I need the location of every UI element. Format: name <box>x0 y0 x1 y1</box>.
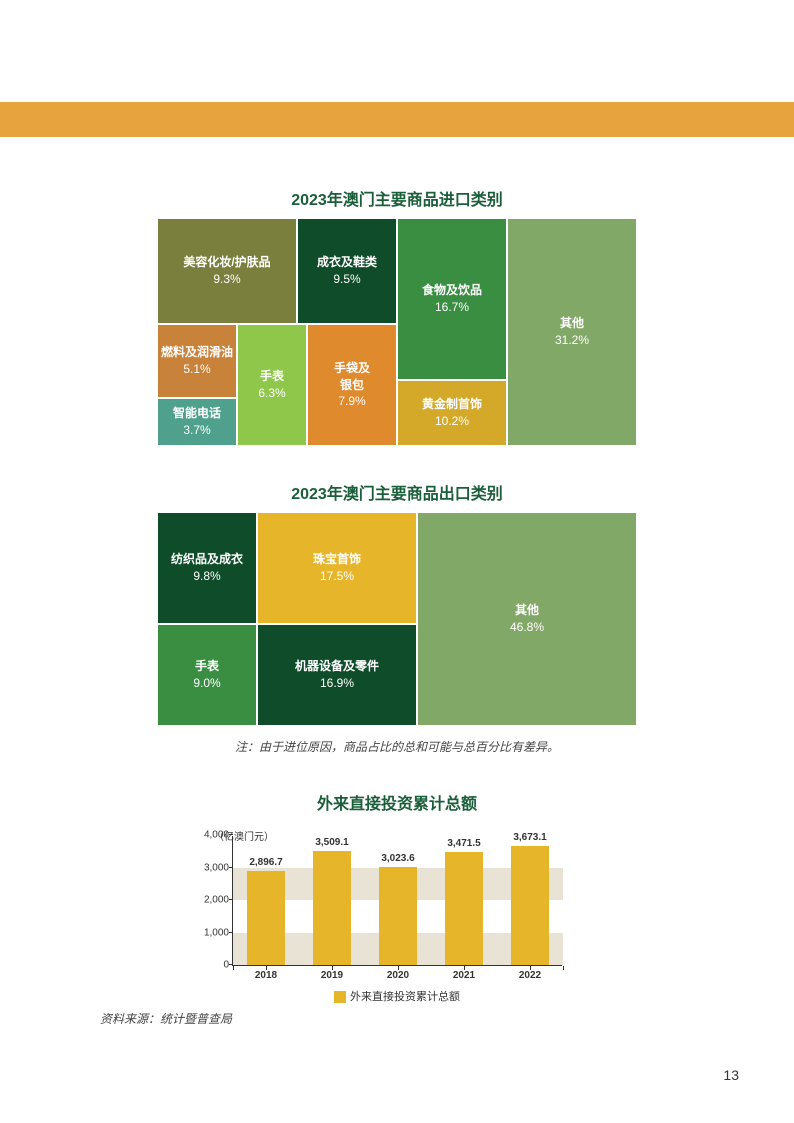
cell-pct: 3.7% <box>183 422 210 439</box>
cell-label: 手表 <box>260 368 284 385</box>
cell-label: 其他 <box>560 315 584 332</box>
exports-title: 2023年澳门主要商品出口类别 <box>0 480 794 504</box>
treemap-note: 注：由于进位原因，商品占比的总和可能与总百分比有差异。 <box>0 738 794 755</box>
cell-pct: 10.2% <box>435 413 469 430</box>
bar-value: 3,673.1 <box>500 832 560 843</box>
y-tick: 1,000 <box>195 927 229 938</box>
imports-treemap: 美容化妆/护肤品9.3%成衣及鞋类9.5%食物及饮品16.7%其他31.2%燃料… <box>157 218 637 446</box>
cell-label: 其他 <box>515 602 539 619</box>
treemap-cell: 纺织品及成衣9.8% <box>157 512 257 624</box>
x-tick: 2020 <box>368 970 428 981</box>
bar-value: 3,509.1 <box>302 837 362 848</box>
y-tick: 2,000 <box>195 895 229 906</box>
treemap-cell: 黄金制首饰10.2% <box>397 380 507 446</box>
cell-label: 珠宝首饰 <box>313 551 361 568</box>
treemap-cell: 燃料及润滑油5.1% <box>157 324 237 398</box>
cell-pct: 6.3% <box>258 385 285 402</box>
y-tick: 0 <box>195 960 229 971</box>
treemap-cell: 珠宝首饰17.5% <box>257 512 417 624</box>
bar-legend: 外来直接投资累计总额 <box>232 988 562 1004</box>
bar <box>313 851 351 965</box>
cell-pct: 9.3% <box>213 271 240 288</box>
treemap-cell: 智能电话3.7% <box>157 398 237 446</box>
treemap-cell: 成衣及鞋类9.5% <box>297 218 397 324</box>
cell-label: 机器设备及零件 <box>295 658 379 675</box>
cell-pct: 5.1% <box>183 361 210 378</box>
cell-label: 燃料及润滑油 <box>161 344 233 361</box>
header-bar <box>0 102 794 137</box>
cell-pct: 9.8% <box>193 568 220 585</box>
legend-label: 外来直接投资累计总额 <box>350 991 460 1003</box>
bar <box>511 846 549 965</box>
y-tick: 4,000 <box>195 830 229 841</box>
cell-pct: 16.9% <box>320 675 354 692</box>
treemap-cell: 机器设备及零件16.9% <box>257 624 417 726</box>
cell-label: 智能电话 <box>173 405 221 422</box>
legend-swatch <box>334 991 346 1003</box>
x-tick: 2018 <box>236 970 296 981</box>
cell-label: 手袋及 银包 <box>334 360 370 394</box>
treemap-cell: 其他46.8% <box>417 512 637 726</box>
bar <box>379 867 417 965</box>
cell-pct: 46.8% <box>510 619 544 636</box>
cell-pct: 9.5% <box>333 271 360 288</box>
bar-plot: 01,0002,0003,0004,0002,896.720183,509.12… <box>232 836 562 966</box>
cell-pct: 7.9% <box>338 393 365 410</box>
cell-pct: 9.0% <box>193 675 220 692</box>
cell-label: 食物及饮品 <box>422 282 482 299</box>
cell-pct: 31.2% <box>555 332 589 349</box>
exports-treemap: 纺织品及成衣9.8%珠宝首饰17.5%其他46.8%手表9.0%机器设备及零件1… <box>157 512 637 726</box>
treemap-cell: 其他31.2% <box>507 218 637 446</box>
x-tick: 2021 <box>434 970 494 981</box>
bar-value: 3,023.6 <box>368 853 428 864</box>
treemap-cell: 手表6.3% <box>237 324 307 446</box>
bar-value: 3,471.5 <box>434 838 494 849</box>
cell-pct: 16.7% <box>435 299 469 316</box>
cell-label: 美容化妆/护肤品 <box>183 254 270 271</box>
bar-value: 2,896.7 <box>236 857 296 868</box>
treemap-cell: 手表9.0% <box>157 624 257 726</box>
source-text: 资料来源：统计暨普查局 <box>100 1010 794 1027</box>
imports-title: 2023年澳门主要商品进口类别 <box>0 186 794 210</box>
bar <box>445 852 483 965</box>
treemap-cell: 食物及饮品16.7% <box>397 218 507 380</box>
cell-label: 黄金制首饰 <box>422 396 482 413</box>
treemap-cell: 美容化妆/护肤品9.3% <box>157 218 297 324</box>
cell-label: 成衣及鞋类 <box>317 254 377 271</box>
x-tick: 2019 <box>302 970 362 981</box>
page-number: 13 <box>723 1067 739 1083</box>
cell-label: 手表 <box>195 658 219 675</box>
barchart-title: 外来直接投资累计总额 <box>0 790 794 814</box>
treemap-cell: 手袋及 银包7.9% <box>307 324 397 446</box>
bar <box>247 871 285 965</box>
cell-pct: 17.5% <box>320 568 354 585</box>
x-tick: 2022 <box>500 970 560 981</box>
cell-label: 纺织品及成衣 <box>171 551 243 568</box>
y-tick: 3,000 <box>195 862 229 873</box>
